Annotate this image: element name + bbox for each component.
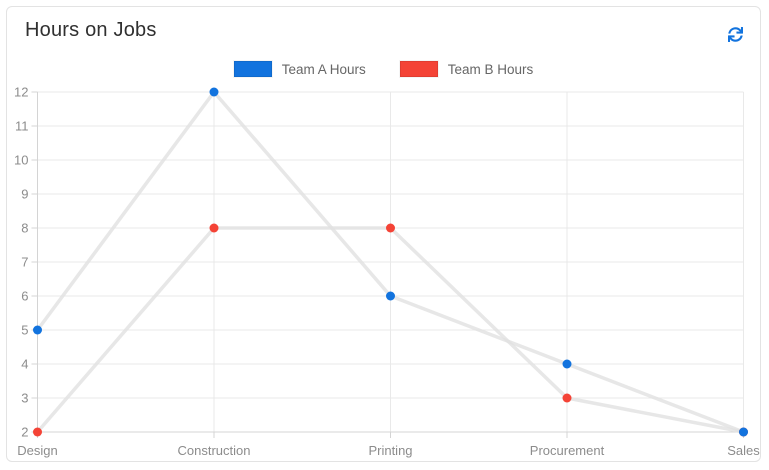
data-point[interactable] <box>562 359 572 369</box>
data-point[interactable] <box>33 427 42 437</box>
data-point[interactable] <box>33 325 42 335</box>
y-tick-label: 9 <box>21 187 28 202</box>
data-point[interactable] <box>739 427 748 437</box>
data-point[interactable] <box>562 393 572 403</box>
data-point[interactable] <box>209 87 219 97</box>
refresh-icon <box>727 26 743 42</box>
page-title: Hours on Jobs <box>25 19 157 41</box>
x-category-label: Design <box>17 443 57 458</box>
y-tick-label: 11 <box>15 119 29 134</box>
chart-card: Hours on Jobs Team A Hours Team B Hours … <box>6 6 761 462</box>
x-category-label: Printing <box>368 443 412 458</box>
x-category-label: Procurement <box>530 443 605 458</box>
y-tick-label: 2 <box>21 425 28 440</box>
x-category-label: Sales <box>727 443 760 458</box>
legend-label: Team B Hours <box>447 61 534 77</box>
chart-legend: Team A Hours Team B Hours <box>7 61 760 77</box>
y-tick-label: 6 <box>21 289 28 304</box>
y-tick-label: 10 <box>14 153 28 168</box>
legend-swatch <box>399 61 438 77</box>
data-point[interactable] <box>386 223 395 233</box>
y-tick-label: 5 <box>21 323 28 338</box>
legend-swatch <box>233 61 272 77</box>
y-tick-label: 4 <box>21 357 28 372</box>
legend-item-team-a[interactable]: Team A Hours <box>233 61 366 77</box>
legend-label: Team A Hours <box>281 61 366 77</box>
legend-item-team-b[interactable]: Team B Hours <box>399 61 534 77</box>
refresh-button[interactable] <box>725 24 745 44</box>
y-tick-label: 12 <box>14 85 28 100</box>
x-category-label: Construction <box>178 443 251 458</box>
data-point[interactable] <box>209 223 219 233</box>
y-tick-label: 3 <box>21 391 28 406</box>
data-point[interactable] <box>386 291 395 301</box>
y-tick-label: 7 <box>21 255 28 270</box>
chart-svg: 2 3 4 5 6 7 8 9 10 11 12 Design Construction Printing… <box>14 85 760 459</box>
y-tick-label: 8 <box>21 221 28 236</box>
